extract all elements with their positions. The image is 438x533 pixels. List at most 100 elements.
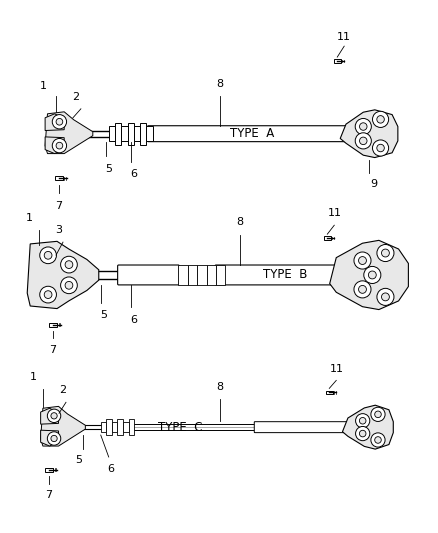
Bar xyxy=(326,391,333,394)
Polygon shape xyxy=(123,422,129,432)
Polygon shape xyxy=(121,126,127,141)
Circle shape xyxy=(47,409,61,423)
Text: 5: 5 xyxy=(105,164,112,174)
Polygon shape xyxy=(178,265,188,285)
Circle shape xyxy=(354,252,371,269)
Text: 8: 8 xyxy=(216,382,223,392)
Text: 7: 7 xyxy=(56,201,63,212)
Text: 2: 2 xyxy=(60,385,67,395)
Bar xyxy=(324,236,331,240)
Circle shape xyxy=(374,437,381,443)
Circle shape xyxy=(47,432,61,445)
Polygon shape xyxy=(45,137,64,154)
Circle shape xyxy=(52,115,67,129)
Text: 1: 1 xyxy=(39,81,46,91)
Circle shape xyxy=(51,413,57,419)
Text: TYPE  A: TYPE A xyxy=(230,127,274,140)
Bar xyxy=(45,468,53,472)
Text: 2: 2 xyxy=(72,92,79,102)
Polygon shape xyxy=(45,114,64,131)
Circle shape xyxy=(374,411,381,418)
FancyBboxPatch shape xyxy=(215,265,355,285)
Polygon shape xyxy=(140,123,146,144)
Circle shape xyxy=(360,430,366,437)
Circle shape xyxy=(40,286,57,303)
Text: 8: 8 xyxy=(216,79,223,89)
Polygon shape xyxy=(188,265,197,285)
Text: 6: 6 xyxy=(107,464,114,474)
Polygon shape xyxy=(27,241,99,309)
Polygon shape xyxy=(134,126,140,141)
Text: 7: 7 xyxy=(49,345,57,354)
Text: 1: 1 xyxy=(30,373,37,382)
Circle shape xyxy=(356,426,370,441)
Polygon shape xyxy=(216,265,226,285)
Bar xyxy=(334,59,341,63)
Circle shape xyxy=(377,245,394,262)
Polygon shape xyxy=(41,406,85,446)
FancyBboxPatch shape xyxy=(254,422,360,433)
Text: TYPE  C: TYPE C xyxy=(158,421,202,434)
Circle shape xyxy=(60,256,77,273)
Circle shape xyxy=(65,281,73,289)
Text: 5: 5 xyxy=(100,310,107,320)
Circle shape xyxy=(65,261,73,269)
Circle shape xyxy=(52,139,67,153)
Circle shape xyxy=(372,140,389,156)
Text: TYPE  B: TYPE B xyxy=(263,269,307,281)
Circle shape xyxy=(360,417,366,424)
Polygon shape xyxy=(101,422,106,432)
Polygon shape xyxy=(117,419,123,435)
Circle shape xyxy=(40,247,57,264)
Text: 11: 11 xyxy=(337,32,351,42)
Polygon shape xyxy=(146,126,153,141)
Circle shape xyxy=(354,281,371,298)
Text: 5: 5 xyxy=(75,455,82,465)
Polygon shape xyxy=(343,405,393,449)
Polygon shape xyxy=(340,110,398,158)
Polygon shape xyxy=(45,112,93,154)
Circle shape xyxy=(377,116,384,123)
Polygon shape xyxy=(41,430,59,446)
Circle shape xyxy=(372,111,389,127)
Circle shape xyxy=(355,118,371,135)
Circle shape xyxy=(381,249,389,257)
Text: 6: 6 xyxy=(130,168,137,179)
Polygon shape xyxy=(115,123,121,144)
Text: 11: 11 xyxy=(328,208,342,218)
Circle shape xyxy=(377,144,384,152)
Text: 11: 11 xyxy=(330,365,344,375)
Text: 3: 3 xyxy=(56,225,63,235)
Circle shape xyxy=(60,277,77,294)
FancyBboxPatch shape xyxy=(148,126,356,142)
Text: 7: 7 xyxy=(46,490,53,500)
Polygon shape xyxy=(112,422,117,432)
Text: 6: 6 xyxy=(130,315,137,325)
Polygon shape xyxy=(106,419,112,435)
Circle shape xyxy=(377,288,394,305)
Circle shape xyxy=(371,407,385,422)
Circle shape xyxy=(359,256,367,264)
Polygon shape xyxy=(330,240,408,310)
Circle shape xyxy=(44,252,52,259)
Polygon shape xyxy=(41,408,59,424)
FancyBboxPatch shape xyxy=(118,265,179,285)
Circle shape xyxy=(364,266,381,284)
Polygon shape xyxy=(129,419,134,435)
Circle shape xyxy=(56,142,63,149)
Circle shape xyxy=(51,435,57,442)
Circle shape xyxy=(360,137,367,144)
Bar xyxy=(55,176,63,181)
Polygon shape xyxy=(207,265,216,285)
Circle shape xyxy=(355,133,371,149)
Circle shape xyxy=(368,271,376,279)
Circle shape xyxy=(360,123,367,130)
Circle shape xyxy=(381,293,389,301)
Text: 1: 1 xyxy=(26,213,33,223)
Circle shape xyxy=(359,286,367,293)
Polygon shape xyxy=(127,123,134,144)
Polygon shape xyxy=(197,265,207,285)
Circle shape xyxy=(44,290,52,298)
Polygon shape xyxy=(109,126,115,141)
Text: 9: 9 xyxy=(371,180,378,189)
